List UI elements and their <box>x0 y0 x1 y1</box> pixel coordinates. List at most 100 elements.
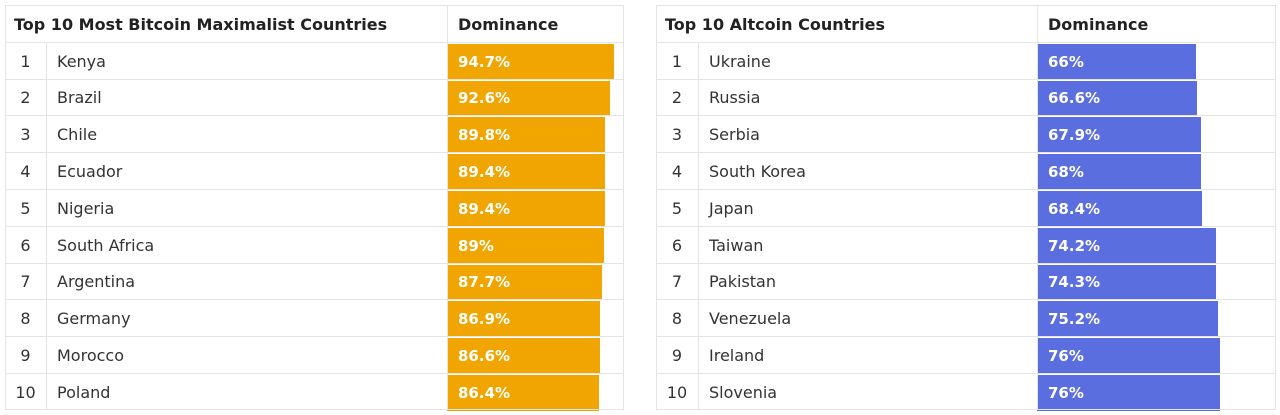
dominance-bar: 76% <box>1037 338 1220 374</box>
rank-label: 5 <box>20 198 31 218</box>
table-row: 8 Germany 86.9% <box>5 299 624 338</box>
table-row: 1 Kenya 94.7% <box>5 41 624 80</box>
bitcoin-header-row: Top 10 Most Bitcoin Maximalist Countries… <box>5 5 624 42</box>
rank-label: 9 <box>20 346 31 366</box>
dominance-bar: 89% <box>447 227 604 264</box>
rank-label: 6 <box>671 235 683 255</box>
bitcoin-column-divider <box>447 5 448 410</box>
dominance-bar: 67.9% <box>1037 117 1201 154</box>
dominance-bar: 92.6% <box>447 80 611 117</box>
rank-label: 6 <box>20 235 31 255</box>
dominance-value-label: 92.6% <box>458 89 511 108</box>
table-row: 10 Slovenia 76% <box>656 373 1276 411</box>
country-label: Japan <box>709 198 754 218</box>
bitcoin-rank-divider <box>46 41 47 410</box>
altcoin-table-title: Top 10 Altcoin Countries <box>665 14 885 34</box>
country-label: Germany <box>57 309 131 329</box>
dominance-bar: 89.8% <box>447 117 606 154</box>
table-row: 3 Serbia 67.9% <box>656 115 1276 154</box>
dominance-value-label: 89.4% <box>458 163 511 182</box>
country-label: Venezuela <box>709 309 792 329</box>
rank-label: 2 <box>20 88 31 108</box>
dominance-value-label: 89.8% <box>458 126 511 145</box>
dominance-bar: 74.2% <box>1037 227 1216 264</box>
table-row: 10 Poland 86.4% <box>5 373 624 411</box>
country-label: Nigeria <box>57 198 115 218</box>
altcoin-rank-divider <box>698 41 699 410</box>
country-label: South Africa <box>57 235 155 255</box>
table-row: 6 Taiwan 74.2% <box>656 225 1276 264</box>
table-row: 9 Ireland 76% <box>656 336 1276 374</box>
country-label: Ireland <box>709 346 765 366</box>
rank-label: 8 <box>20 309 31 329</box>
country-label: Brazil <box>57 88 102 108</box>
rank-label: 7 <box>671 272 683 292</box>
dominance-bar: 76% <box>1037 375 1220 411</box>
table-row: 5 Japan 68.4% <box>656 189 1276 227</box>
table-row: 2 Russia 66.6% <box>656 78 1276 117</box>
dominance-value-label: 75.2% <box>1048 310 1101 329</box>
dominance-value-label: 66.6% <box>1048 89 1101 108</box>
table-row: 2 Brazil 92.6% <box>5 78 624 117</box>
dominance-value-label: 76% <box>1048 383 1084 402</box>
dominance-bar: 75.2% <box>1037 301 1219 338</box>
country-label: Taiwan <box>709 235 764 255</box>
table-row: 7 Argentina 87.7% <box>5 262 624 301</box>
bitcoin-maximalist-table: Top 10 Most Bitcoin Maximalist Countries… <box>5 5 624 411</box>
bitcoin-dominance-header: Dominance <box>458 14 559 34</box>
bitcoin-table-title: Top 10 Most Bitcoin Maximalist Countries <box>14 14 388 34</box>
rank-label: 9 <box>671 346 683 366</box>
dominance-value-label: 66% <box>1048 52 1084 71</box>
dominance-value-label: 94.7% <box>458 52 511 71</box>
dominance-bar: 66% <box>1037 43 1196 80</box>
table-row: 6 South Africa 89% <box>5 225 624 264</box>
dominance-value-label: 87.7% <box>458 273 511 292</box>
rank-label: 5 <box>671 198 683 218</box>
altcoin-dominance-header: Dominance <box>1048 14 1149 34</box>
table-row: 7 Pakistan 74.3% <box>656 262 1276 301</box>
dominance-value-label: 67.9% <box>1048 126 1101 145</box>
altcoin-countries-table: Top 10 Altcoin Countries Dominance 1 Ukrain… <box>656 5 1276 411</box>
country-label: Argentina <box>57 272 136 292</box>
country-label: South Korea <box>709 162 806 182</box>
table-row: 5 Nigeria 89.4% <box>5 189 624 227</box>
dominance-bar: 68.4% <box>1037 191 1202 227</box>
dominance-bar: 68% <box>1037 154 1201 190</box>
dominance-value-label: 89.4% <box>458 199 511 218</box>
rank-label: 10 <box>15 382 36 402</box>
table-row: 9 Morocco 86.6% <box>5 336 624 374</box>
table-row: 8 Venezuela 75.2% <box>656 299 1276 338</box>
table-row: 1 Ukraine 66% <box>656 41 1276 80</box>
dominance-value-label: 74.3% <box>1048 273 1101 292</box>
country-label: Ecuador <box>57 162 123 182</box>
dominance-value-label: 68% <box>1048 163 1084 182</box>
rank-label: 3 <box>20 125 31 145</box>
country-label: Poland <box>57 382 111 402</box>
dominance-bar: 86.4% <box>447 375 600 411</box>
dominance-bar: 74.3% <box>1037 264 1216 301</box>
rank-label: 4 <box>20 162 31 182</box>
country-label: Serbia <box>709 125 760 145</box>
dominance-bar: 86.6% <box>447 338 600 374</box>
dominance-bar: 89.4% <box>447 154 605 190</box>
dominance-bar: 86.9% <box>447 301 601 338</box>
dominance-value-label: 89% <box>458 236 494 255</box>
table-row: 3 Chile 89.8% <box>5 115 624 154</box>
country-label: Morocco <box>57 346 124 366</box>
rank-label: 1 <box>20 51 31 71</box>
dominance-value-label: 86.6% <box>458 347 511 366</box>
altcoin-header-row: Top 10 Altcoin Countries Dominance <box>656 5 1276 42</box>
dominance-value-label: 74.2% <box>1048 236 1101 255</box>
country-label: Pakistan <box>709 272 776 292</box>
country-label: Kenya <box>57 51 106 71</box>
dominance-value-label: 76% <box>1048 347 1084 366</box>
altcoin-column-divider <box>1037 5 1038 410</box>
rank-label: 10 <box>666 382 688 402</box>
table-row: 4 Ecuador 89.4% <box>5 152 624 190</box>
country-label: Chile <box>57 125 98 145</box>
dominance-value-label: 86.9% <box>458 310 511 329</box>
rank-label: 2 <box>671 88 683 108</box>
rank-label: 8 <box>671 309 683 329</box>
country-label: Russia <box>709 88 761 108</box>
dominance-bar: 89.4% <box>447 191 605 227</box>
